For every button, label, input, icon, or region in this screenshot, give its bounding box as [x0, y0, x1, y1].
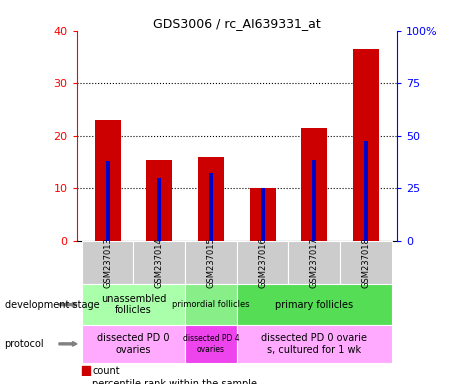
Bar — [82, 366, 90, 376]
Bar — [312, 160, 316, 241]
Polygon shape — [340, 241, 392, 285]
Bar — [261, 189, 265, 241]
Bar — [106, 161, 110, 241]
Text: dissected PD 4
ovaries: dissected PD 4 ovaries — [183, 334, 239, 354]
Polygon shape — [82, 325, 185, 363]
Text: GSM237016: GSM237016 — [258, 237, 267, 288]
Text: primordial follicles: primordial follicles — [172, 300, 250, 309]
Text: unassembled
follicles: unassembled follicles — [101, 294, 166, 315]
Text: GSM237018: GSM237018 — [361, 237, 370, 288]
Polygon shape — [237, 325, 392, 363]
Text: protocol: protocol — [5, 339, 44, 349]
Text: count: count — [92, 366, 120, 376]
Polygon shape — [289, 241, 340, 285]
Text: primary follicles: primary follicles — [275, 300, 353, 310]
Polygon shape — [237, 285, 392, 325]
Bar — [364, 141, 368, 241]
Bar — [95, 120, 120, 241]
Bar — [209, 173, 213, 241]
Bar — [82, 379, 90, 384]
Polygon shape — [185, 325, 237, 363]
Bar — [250, 189, 276, 241]
Polygon shape — [185, 241, 237, 285]
Bar — [301, 128, 327, 241]
Polygon shape — [82, 241, 133, 285]
Bar — [198, 157, 224, 241]
Title: GDS3006 / rc_AI639331_at: GDS3006 / rc_AI639331_at — [153, 17, 321, 30]
Text: dissected PD 0
ovaries: dissected PD 0 ovaries — [97, 333, 170, 355]
Text: GSM237015: GSM237015 — [207, 237, 216, 288]
Text: GSM237017: GSM237017 — [310, 237, 319, 288]
Polygon shape — [82, 285, 185, 325]
Text: dissected PD 0 ovarie
s, cultured for 1 wk: dissected PD 0 ovarie s, cultured for 1 … — [261, 333, 367, 355]
Text: GSM237014: GSM237014 — [155, 237, 164, 288]
Bar — [147, 160, 172, 241]
Text: percentile rank within the sample: percentile rank within the sample — [92, 379, 257, 384]
Bar — [157, 178, 161, 241]
Polygon shape — [185, 285, 237, 325]
Polygon shape — [133, 241, 185, 285]
Polygon shape — [237, 241, 289, 285]
Bar — [353, 49, 379, 241]
Text: development stage: development stage — [5, 300, 99, 310]
Text: GSM237013: GSM237013 — [103, 237, 112, 288]
